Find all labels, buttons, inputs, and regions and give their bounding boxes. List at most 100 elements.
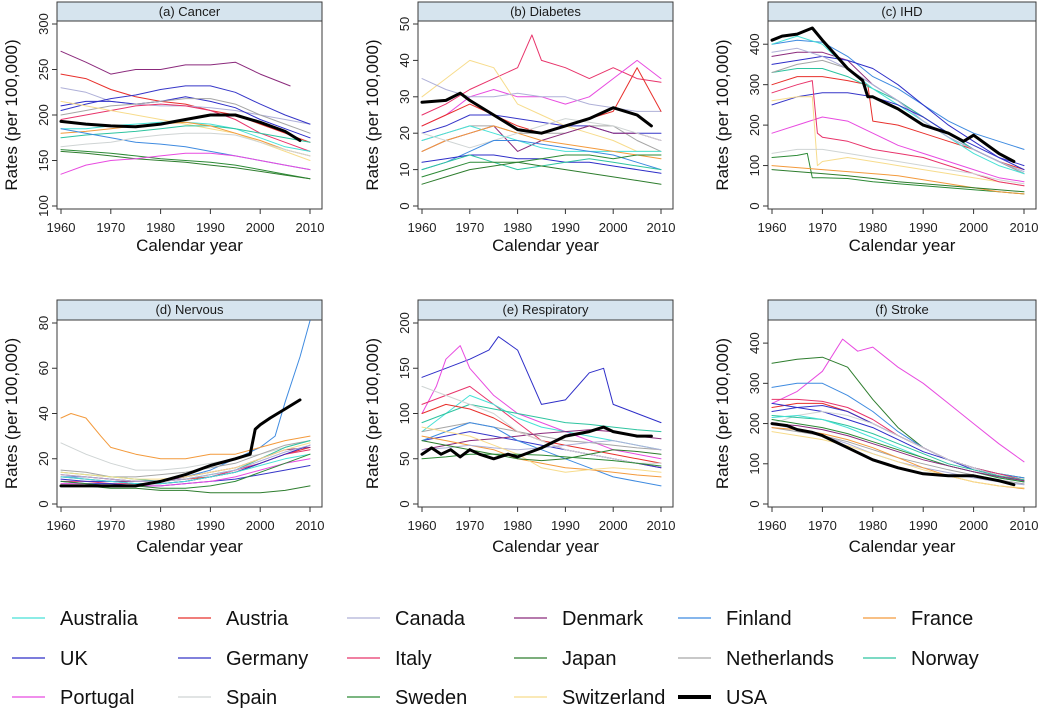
- x-tick-label: 1980: [503, 518, 532, 533]
- series-line-switzerland: [421, 426, 662, 473]
- y-axis-title: Rates (per 100,000): [713, 39, 732, 190]
- x-tick-label: 2010: [296, 220, 325, 235]
- panel-title: (b) Diabetes: [510, 4, 581, 19]
- series-line-uk: [771, 55, 1025, 171]
- y-axis-title: Rates (per 100,000): [713, 338, 732, 489]
- series-line-netherlands: [60, 440, 311, 478]
- legend-label: Australia: [60, 608, 139, 630]
- x-tick-label: 2010: [296, 518, 325, 533]
- panel-title: (f) Stroke: [875, 302, 928, 317]
- y-tick-label: 20: [397, 126, 412, 140]
- y-tick-label: 300: [747, 372, 762, 394]
- series-line-spain: [771, 411, 1025, 483]
- x-axis-title: Calendar year: [849, 537, 956, 556]
- y-tick-label: 100: [747, 453, 762, 475]
- y-tick-label: 10: [397, 162, 412, 176]
- legend-label: Germany: [226, 648, 308, 670]
- series-line-usa: [59, 113, 302, 142]
- series-line-spain: [421, 118, 662, 149]
- legend-label: Denmark: [562, 608, 644, 630]
- x-tick-label: 2000: [599, 220, 628, 235]
- x-tick-label: 2000: [959, 518, 988, 533]
- y-axis-title: Rates (per 100,000): [2, 338, 21, 489]
- series-line-germany: [60, 85, 311, 125]
- series-line-uk: [421, 336, 662, 424]
- legend-label: USA: [726, 687, 768, 709]
- y-tick-label: 150: [36, 150, 51, 172]
- x-tick-label: 1960: [47, 518, 76, 533]
- x-tick-label: 1970: [808, 220, 837, 235]
- y-tick-label: 150: [397, 357, 412, 379]
- x-tick-label: 1990: [196, 220, 225, 235]
- x-tick-label: 1980: [858, 518, 887, 533]
- y-tick-label: 300: [747, 74, 762, 96]
- y-tick-label: 50: [397, 17, 412, 31]
- series-line-canada: [60, 444, 311, 482]
- y-tick-label: 200: [747, 413, 762, 435]
- series-line-uk: [60, 96, 311, 139]
- series-line-netherlands: [60, 98, 311, 134]
- series-line-portugal: [60, 152, 311, 175]
- y-tick-label: 100: [36, 195, 51, 217]
- series-line-sweden: [421, 154, 662, 178]
- x-axis-title: Calendar year: [136, 236, 243, 255]
- series-line-switzerland: [421, 59, 662, 152]
- series-line-canada: [771, 47, 1025, 173]
- legend-label: Italy: [395, 648, 432, 670]
- y-tick-label: 300: [36, 13, 51, 35]
- series-line-switzerland: [771, 96, 1025, 187]
- y-tick-label: 0: [36, 500, 51, 507]
- series-line-portugal: [771, 338, 1025, 463]
- series-line-japan: [771, 169, 1025, 193]
- chart-panel-4: (d) Nervous 0 20 40 60 80 1960 1970 1980 1990 2000…: [2, 299, 325, 556]
- x-tick-label: 1990: [196, 518, 225, 533]
- legend-label: Netherlands: [726, 648, 834, 670]
- y-tick-label: 400: [747, 332, 762, 354]
- series-line-japan: [60, 150, 311, 180]
- y-tick-label: 0: [747, 202, 762, 209]
- y-tick-label: 40: [36, 406, 51, 420]
- x-axis-title: Calendar year: [492, 537, 599, 556]
- x-tick-label: 1960: [758, 220, 787, 235]
- series-line-usa: [59, 398, 302, 488]
- y-tick-label: 80: [36, 316, 51, 330]
- chart-panel-6: (f) Stroke 0 100 200 300 400 1960 1970 1980 1990 2…: [713, 299, 1039, 556]
- y-axis-title: Rates (per 100,000): [363, 338, 382, 489]
- series-line-france: [421, 435, 662, 478]
- series-line-norway: [771, 415, 1025, 481]
- series-line-usa: [770, 26, 1016, 163]
- y-axis-title: Rates (per 100,000): [2, 39, 21, 190]
- x-tick-label: 1960: [408, 220, 437, 235]
- series-line-usa: [420, 91, 653, 135]
- y-tick-label: 30: [397, 90, 412, 104]
- x-tick-label: 1960: [408, 518, 437, 533]
- x-tick-label: 1990: [551, 220, 580, 235]
- x-tick-label: 1980: [146, 518, 175, 533]
- legend-label: Norway: [911, 648, 979, 670]
- x-tick-label: 1960: [47, 220, 76, 235]
- series-line-france: [421, 125, 662, 160]
- panel-title: (e) Respiratory: [503, 302, 589, 317]
- series-line-usa: [420, 425, 653, 461]
- panel-title: (d) Nervous: [156, 302, 224, 317]
- x-tick-label: 2010: [1010, 518, 1039, 533]
- x-tick-label: 1970: [96, 220, 125, 235]
- legend: Australia Austria Canada Denmark Finland Fran…: [12, 608, 979, 709]
- series-line-japan: [421, 440, 662, 462]
- x-tick-label: 1980: [503, 220, 532, 235]
- x-tick-label: 1970: [96, 518, 125, 533]
- legend-label: Finland: [726, 608, 792, 630]
- x-tick-label: 1980: [146, 220, 175, 235]
- legend-label: Spain: [226, 687, 277, 709]
- x-tick-label: 1960: [758, 518, 787, 533]
- series-line-denmark: [771, 423, 1025, 482]
- series-line-france: [60, 121, 311, 157]
- chart-panel-3: (c) IHD 0 100 200 300 400 1960 1970 1980 1990 2000…: [713, 1, 1038, 255]
- y-tick-label: 0: [397, 500, 412, 507]
- series-line-spain: [771, 148, 1025, 185]
- chart-panel-1: (a) Cancer 100 150 200 250 300 1960 1970 1980 199…: [2, 1, 325, 255]
- y-tick-label: 100: [747, 155, 762, 177]
- legend-label: Sweden: [395, 687, 467, 709]
- plot-frame: [56, 20, 323, 210]
